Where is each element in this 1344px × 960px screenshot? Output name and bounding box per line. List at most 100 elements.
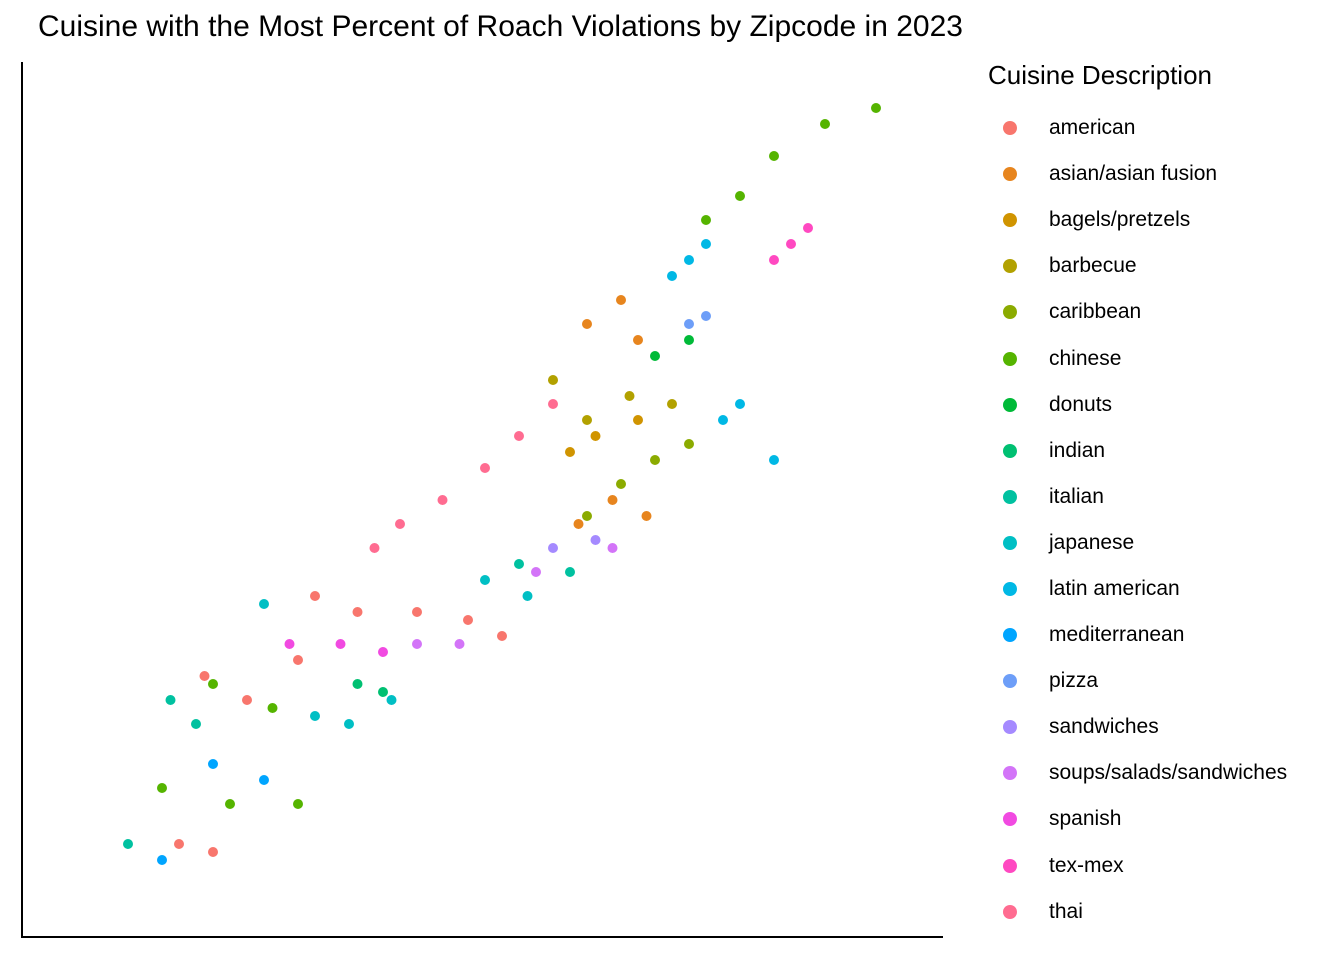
legend-item: chinese [988, 335, 1287, 381]
data-point [769, 455, 779, 465]
legend-label: mediterranean [1049, 623, 1185, 647]
data-point [650, 455, 660, 465]
data-point [412, 607, 422, 617]
data-point [284, 639, 295, 649]
legend-swatch [1003, 121, 1017, 136]
data-point [701, 239, 711, 249]
data-point [650, 351, 660, 361]
data-point [548, 375, 558, 385]
legend-swatch [1003, 213, 1017, 228]
legend-swatch [1003, 628, 1017, 643]
legend-item: thai [988, 889, 1287, 935]
data-point [701, 215, 711, 225]
legend-label: barbecue [1049, 254, 1137, 278]
legend-item: mediterranean [988, 612, 1287, 658]
data-point [369, 543, 380, 553]
data-point [735, 399, 745, 409]
legend-swatch [1003, 674, 1017, 689]
data-point [684, 319, 694, 329]
data-point [480, 463, 490, 473]
data-point [480, 575, 490, 585]
legend: Cuisine Description american asian/asian … [988, 60, 1287, 935]
legend-label: thai [1049, 899, 1083, 923]
legend-label: spanish [1049, 807, 1122, 831]
data-point [378, 647, 388, 657]
data-point [684, 335, 694, 345]
data-point [191, 719, 201, 729]
data-point [573, 519, 584, 529]
data-point [352, 679, 363, 689]
legend-items: american asian/asian fusion bagels/pretzel… [988, 105, 1287, 935]
data-point [769, 255, 779, 265]
data-point [582, 319, 592, 329]
data-point [718, 415, 728, 425]
legend-swatch [1003, 397, 1017, 412]
data-point [701, 311, 711, 321]
legend-item: donuts [988, 382, 1287, 428]
data-point [616, 295, 626, 305]
legend-swatch [1003, 305, 1017, 320]
data-point [769, 151, 779, 161]
legend-item: soups/salads/sandwiches [988, 750, 1287, 796]
data-point [871, 103, 881, 113]
data-point [344, 719, 354, 729]
legend-item: italian [988, 474, 1287, 520]
data-point [157, 855, 167, 865]
data-point [454, 639, 465, 649]
legend-label: tex-mex [1049, 853, 1124, 877]
data-point [514, 559, 524, 569]
legend-label: chinese [1049, 346, 1122, 370]
data-point [437, 495, 448, 505]
scatter-plot-area [21, 62, 943, 938]
legend-title: Cuisine Description [988, 60, 1212, 90]
legend-label: italian [1049, 484, 1104, 508]
legend-swatch [1003, 259, 1017, 274]
legend-swatch [1003, 535, 1017, 550]
data-point [259, 599, 269, 609]
legend-item: bagels/pretzels [988, 197, 1287, 243]
data-point [208, 759, 218, 769]
legend-label: soups/salads/sandwiches [1049, 761, 1288, 785]
data-point [335, 639, 346, 649]
data-point [820, 119, 830, 129]
data-point [378, 687, 388, 697]
data-point [157, 783, 167, 793]
legend-item: spanish [988, 796, 1287, 842]
legend-label: latin american [1049, 576, 1180, 600]
data-point [497, 631, 507, 641]
scatter-points [123, 103, 881, 865]
data-point [590, 535, 601, 545]
legend-item: caribbean [988, 289, 1287, 335]
data-point [225, 799, 235, 809]
legend-item: american [988, 105, 1287, 151]
legend-item: latin american [988, 566, 1287, 612]
data-point [624, 391, 635, 401]
data-point [165, 695, 176, 705]
data-point [607, 495, 618, 505]
axes [21, 62, 943, 938]
data-point [607, 543, 618, 553]
data-point [208, 679, 218, 689]
legend-label: caribbean [1049, 300, 1142, 324]
legend-item: tex-mex [988, 843, 1287, 889]
data-point [786, 239, 796, 249]
data-point [386, 695, 397, 705]
data-point [514, 431, 524, 441]
data-point [352, 607, 363, 617]
chart-title: Cuisine with the Most Percent of Roach V… [38, 10, 963, 43]
data-point [293, 655, 303, 665]
legend-swatch [1003, 904, 1017, 919]
data-point [667, 271, 677, 281]
data-point [565, 447, 575, 457]
legend-swatch [1003, 720, 1017, 735]
legend-label: american [1049, 116, 1136, 140]
legend-label: asian/asian fusion [1049, 162, 1218, 186]
legend-label: japanese [1049, 530, 1135, 554]
legend-swatch [1003, 443, 1017, 458]
legend-item: asian/asian fusion [988, 151, 1287, 197]
data-point [735, 191, 745, 201]
data-point [412, 639, 422, 649]
data-point [259, 775, 269, 785]
data-point [522, 591, 533, 601]
data-point [684, 439, 694, 449]
